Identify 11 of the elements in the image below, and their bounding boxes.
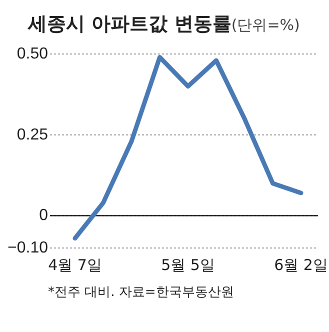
- text: *전주 대비. 자료=한국부동산원: [48, 285, 234, 300]
- x-tick-label: 5월 5일: [161, 256, 215, 274]
- chart-subtitle: (단위=%): [231, 16, 300, 34]
- y-tick-label: −0.10: [8, 240, 48, 256]
- x-tick-label: 6월 2일: [274, 256, 328, 274]
- y-tick-label: 0: [39, 207, 48, 224]
- x-tick-label: 4월 7일: [48, 256, 102, 274]
- chart-title: 세종시 아파트값 변동률: [27, 13, 232, 35]
- line-series: [72, 54, 304, 241]
- y-tick-label: 0.50: [16, 46, 48, 62]
- y-tick-label: 0.25: [16, 126, 48, 144]
